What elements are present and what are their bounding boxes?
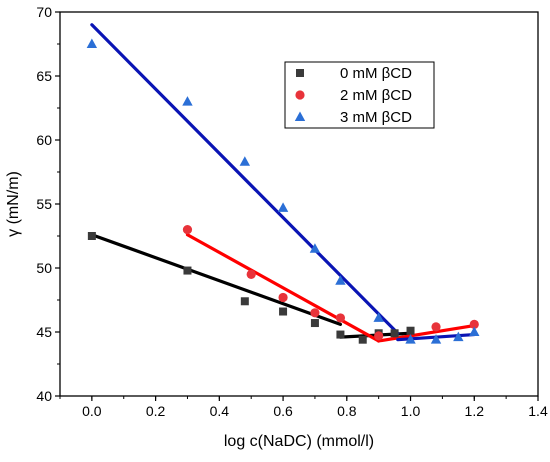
x-axis: 0.0 0.2 0.4 0.6 0.8 1.0 1.2 1.4 xyxy=(59,396,548,419)
x-tick-label: 1.4 xyxy=(528,403,548,419)
data-point-series-0 xyxy=(183,266,192,275)
data-point-series-2 xyxy=(86,38,98,48)
y-tick-label: 40 xyxy=(36,388,52,404)
data-point-series-2 xyxy=(453,331,464,342)
data-point-series-0 xyxy=(87,232,96,240)
y-tick-label: 45 xyxy=(36,324,52,340)
data-point-series-2 xyxy=(309,243,321,253)
data-point-series-1 xyxy=(310,308,320,318)
x-tick-label: 0.4 xyxy=(210,403,230,419)
legend-marker xyxy=(295,90,305,100)
x-tick-label: 0.8 xyxy=(337,403,357,419)
data-point-series-1 xyxy=(374,331,384,341)
data-point-series-2 xyxy=(373,312,384,322)
data-point-series-0 xyxy=(390,329,399,338)
x-tick-label: 1.2 xyxy=(465,403,485,419)
data-point-series-1 xyxy=(335,313,346,323)
data-point-series-1 xyxy=(246,269,256,279)
data-point-series-0 xyxy=(310,319,319,328)
legend-marker xyxy=(296,69,304,77)
fit-line-series-1 xyxy=(185,233,381,343)
data-point-series-2 xyxy=(469,326,480,336)
data-point-series-2 xyxy=(405,334,416,344)
data-point-series-2 xyxy=(335,275,346,285)
data-point-series-0 xyxy=(279,307,288,316)
y-tick-label: 65 xyxy=(36,68,52,84)
y-tick-label: 50 xyxy=(36,260,52,276)
data-point-series-2 xyxy=(239,156,251,166)
data-point-series-2 xyxy=(182,96,193,106)
data-points xyxy=(86,38,480,344)
x-tick-label: 1.0 xyxy=(401,403,421,419)
legend-label: 3 mM βCD xyxy=(340,109,412,126)
data-point-series-1 xyxy=(431,322,441,332)
data-point-series-0 xyxy=(358,335,367,344)
legend-label: 0 mM βCD xyxy=(340,65,412,82)
fit-line-series-0 xyxy=(90,233,343,326)
y-tick-label: 70 xyxy=(36,4,52,20)
y-axis-title: γ (mN/m) xyxy=(5,171,22,237)
legend: 0 mM βCD 2 mM βCD 3 mM βCD xyxy=(284,61,435,129)
data-point-series-0 xyxy=(240,297,249,306)
x-tick-label: 0.2 xyxy=(146,403,166,419)
x-tick-label: 0.6 xyxy=(273,403,293,419)
data-point-series-1 xyxy=(182,225,193,235)
data-point-series-2 xyxy=(430,334,442,344)
y-tick-label: 55 xyxy=(36,196,52,212)
data-point-series-0 xyxy=(406,326,415,335)
data-point-series-2 xyxy=(277,202,289,212)
x-tick-label: 0.0 xyxy=(82,403,102,419)
x-axis-title: log c(NaDC) (mmol/l) xyxy=(224,433,374,450)
fit-line-series-2 xyxy=(90,23,400,335)
y-axis: 40 45 50 55 60 65 70 xyxy=(36,4,60,404)
data-point-series-0 xyxy=(336,330,345,339)
legend-label: 2 mM βCD xyxy=(340,87,412,104)
y-tick-label: 60 xyxy=(36,132,52,148)
data-point-series-1 xyxy=(278,292,288,303)
fit-line-series-1 xyxy=(377,324,476,343)
legend-marker xyxy=(294,111,306,121)
legend-box xyxy=(284,61,435,129)
data-point-series-1 xyxy=(469,319,479,329)
